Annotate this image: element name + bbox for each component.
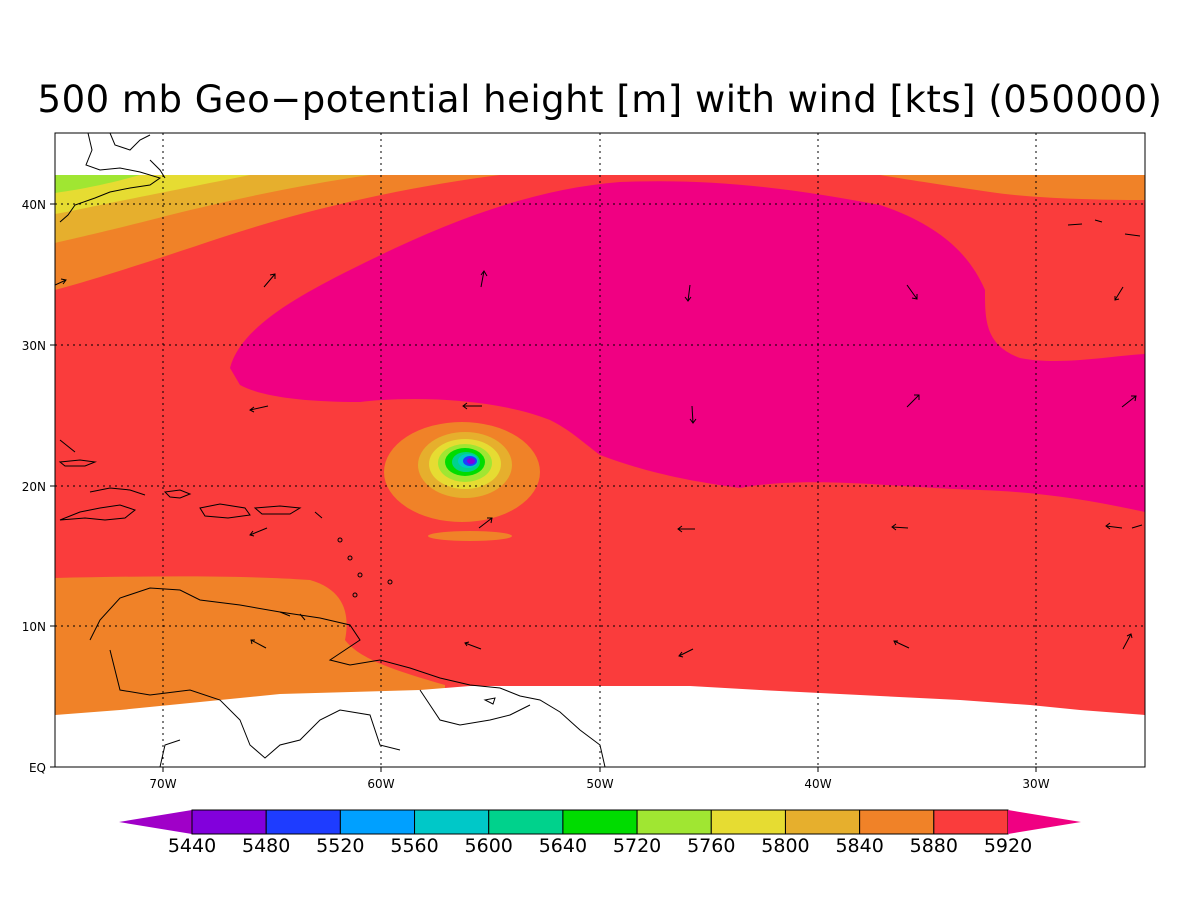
wind-arrow: [906, 284, 918, 300]
colorbar-label: 5440: [168, 835, 216, 857]
y-tick-label: EQ: [29, 761, 46, 775]
wind-arrow: [249, 405, 269, 413]
wind-arrow: [678, 648, 694, 658]
wind-arrow: [462, 402, 482, 410]
colorbar-label: 5720: [613, 835, 661, 857]
wind-arrow: [250, 639, 267, 649]
colorbar-label: 5880: [910, 835, 958, 857]
wind-arrow: [689, 405, 697, 424]
colorbar-label: 5800: [761, 835, 809, 857]
colorbar-label: 5920: [984, 835, 1032, 857]
colorbar-swatch: [414, 809, 490, 835]
x-tick-label: 50W: [586, 777, 613, 791]
height-band-5720: [55, 175, 140, 193]
coastlines: [58, 133, 1143, 767]
wind-arrow: [893, 640, 910, 649]
geopotential-height-field: [55, 133, 1145, 767]
low-contour-5840-tail: [428, 531, 512, 541]
wind-arrow: [263, 273, 276, 288]
x-tick-label: 70W: [149, 777, 176, 791]
height-band-5840-south: [55, 576, 445, 715]
wind-arrow: [249, 527, 268, 537]
x-tick-label: 40W: [804, 777, 831, 791]
colorbar-swatch: [636, 809, 712, 835]
axis-ticks: [50, 203, 1037, 772]
colorbar-label: 5480: [242, 835, 290, 857]
colorbar-swatch: [859, 809, 935, 835]
colorbar-swatch: [191, 809, 267, 835]
wind-arrow: [677, 525, 695, 533]
colorbar-label: 5520: [316, 835, 364, 857]
colorbar-labels: 5440 5480 5520 5560 5600 5640 5720 5760 5800 5840…: [168, 835, 1032, 857]
x-tick-label: 30W: [1022, 777, 1049, 791]
wind-arrow: [684, 284, 692, 302]
colorbar-label: 5640: [539, 835, 587, 857]
wind-arrow: [1122, 633, 1133, 650]
colorbar-swatch: [265, 809, 341, 835]
colorbar-label: 5600: [465, 835, 513, 857]
wind-arrow: [480, 270, 488, 288]
colorbar-swatch: [933, 809, 1009, 835]
colorbar-swatch: [119, 810, 192, 834]
no-data-region-south: [55, 686, 1145, 767]
y-tick-label: 30N: [22, 339, 46, 353]
height-band-5920: [230, 181, 1145, 512]
colorbar-label: 5760: [687, 835, 735, 857]
y-tick-label: 20N: [22, 480, 46, 494]
colorbar-swatch: [1008, 810, 1081, 834]
y-tick-label: 10N: [22, 620, 46, 634]
wind-arrow: [891, 523, 909, 531]
low-contour-5480: [467, 458, 475, 464]
colorbar-swatch: [562, 809, 638, 835]
colorbar-swatch: [784, 809, 861, 835]
height-band-5840-ne: [880, 175, 1145, 200]
graticule: [55, 133, 1145, 767]
y-tick-label: 40N: [22, 198, 46, 212]
wind-arrow: [1114, 286, 1124, 301]
x-tick-label: 60W: [367, 777, 394, 791]
wind-arrow: [1105, 522, 1123, 530]
colorbar-swatch: [488, 809, 564, 835]
wind-vectors: [55, 270, 1137, 658]
colorbar-label: 5560: [390, 835, 438, 857]
colorbar: [119, 809, 1081, 835]
colorbar-swatch: [710, 809, 786, 835]
wind-arrow: [906, 394, 920, 408]
wind-arrow: [1121, 395, 1137, 408]
colorbar-swatch: [339, 809, 416, 835]
map-title: 500 mb Geo−potential height [m] with win…: [37, 78, 1163, 121]
wind-arrow: [55, 278, 67, 286]
wind-arrow: [464, 641, 482, 650]
wind-arrow: [478, 517, 493, 529]
colorbar-label: 5840: [835, 835, 883, 857]
